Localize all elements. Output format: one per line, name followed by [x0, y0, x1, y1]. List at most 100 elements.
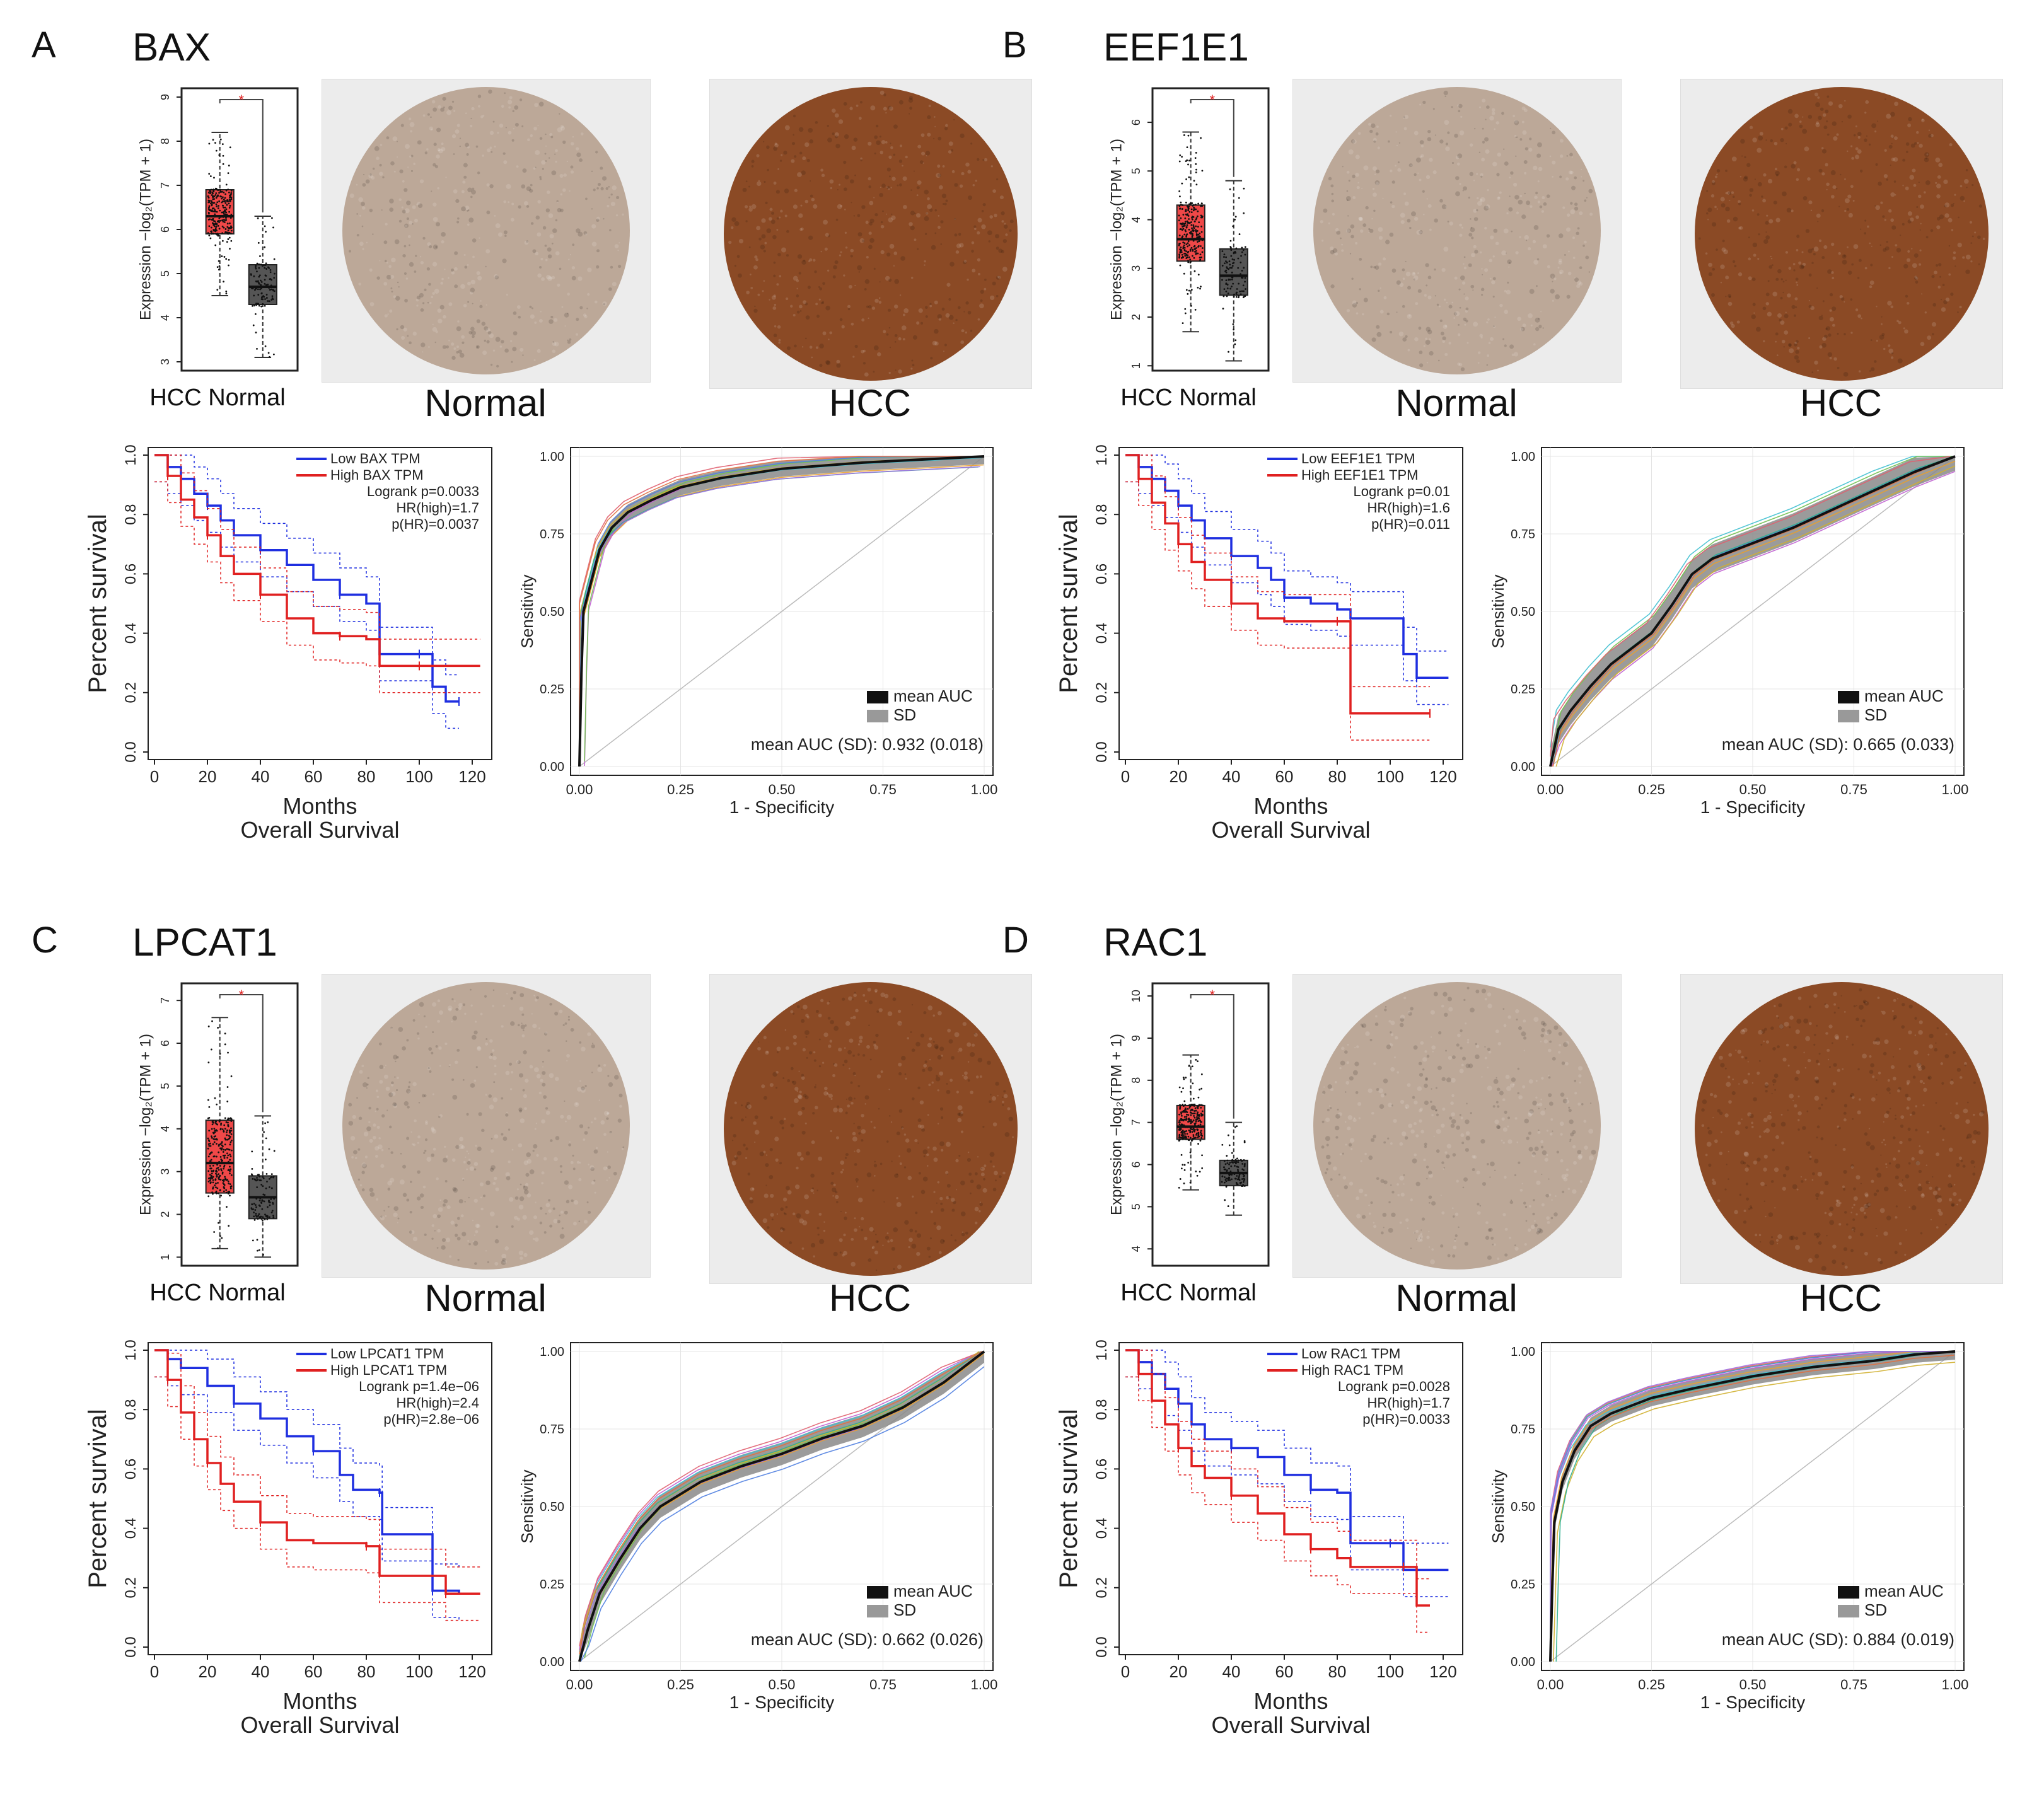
tissue-speck	[1535, 327, 1540, 332]
jitter-point	[270, 288, 272, 291]
tissue-speck	[1414, 216, 1419, 221]
tissue-speck	[369, 1138, 373, 1143]
jitter-point	[227, 172, 229, 175]
tissue-speck	[1525, 1220, 1528, 1222]
tissue-speck	[730, 1116, 733, 1119]
tissue-speck	[555, 1136, 560, 1140]
tissue-speck	[843, 1234, 846, 1237]
tissue-speck	[548, 157, 550, 159]
tissue-speck	[750, 287, 753, 289]
jitter-point	[256, 1177, 258, 1179]
tissue-speck	[910, 1031, 912, 1033]
jitter-point	[1178, 243, 1180, 245]
tissue-speck	[919, 1100, 924, 1105]
tissue-speck	[958, 1112, 963, 1117]
tissue-speck	[498, 232, 503, 237]
tissue-speck	[1521, 106, 1526, 111]
tissue-speck	[1350, 234, 1354, 239]
tissue-speck	[480, 1012, 483, 1015]
tissue-speck	[1459, 233, 1463, 237]
tissue-speck	[1883, 347, 1886, 350]
tissue-speck	[798, 213, 803, 218]
jitter-point	[224, 197, 226, 199]
tissue-speck	[552, 341, 557, 346]
tissue-speck	[786, 297, 789, 301]
tissue-speck	[1720, 282, 1722, 284]
tissue-speck	[566, 1200, 570, 1204]
tissue-speck	[1422, 100, 1426, 104]
tissue-speck	[1857, 132, 1862, 136]
jitter-point	[260, 305, 262, 308]
tissue-speck	[1897, 358, 1903, 364]
tissue-speck	[1711, 293, 1716, 297]
jitter-point	[1185, 230, 1187, 233]
tissue-speck	[828, 338, 830, 340]
tissue-speck	[471, 1034, 477, 1040]
tissue-speck	[1825, 327, 1828, 330]
tissue-speck	[922, 162, 924, 164]
tissue-speck	[929, 303, 932, 305]
tissue-speck	[818, 298, 821, 301]
hcc-tissue-frame	[1680, 79, 2003, 389]
tissue-speck	[412, 223, 414, 225]
tissue-speck	[998, 248, 1003, 253]
tissue-speck	[1751, 314, 1756, 320]
x-tick-label: 120	[1429, 767, 1456, 786]
tissue-speck	[471, 107, 475, 111]
jitter-point	[262, 303, 264, 305]
jitter-point	[215, 1169, 218, 1172]
tissue-speck	[1419, 229, 1423, 234]
tissue-speck	[962, 1022, 967, 1026]
normal-tissue-frame	[1292, 974, 1622, 1278]
tissue-speck	[376, 156, 380, 160]
tissue-speck	[1846, 207, 1850, 211]
jitter-point	[1182, 1105, 1185, 1107]
y-tick-label: 1.00	[1511, 450, 1535, 464]
tissue-speck	[946, 1196, 949, 1200]
jitter-point	[1238, 197, 1240, 199]
tissue-speck	[852, 1054, 855, 1057]
km-ci-upper-high	[1125, 454, 1430, 688]
tissue-speck	[792, 1080, 797, 1085]
tissue-speck	[1864, 219, 1867, 222]
tissue-speck	[363, 173, 365, 176]
tissue-speck	[1564, 254, 1566, 256]
jitter-point	[219, 1235, 221, 1237]
tissue-speck	[790, 1067, 794, 1070]
tissue-speck	[1436, 303, 1439, 306]
tissue-speck	[1835, 187, 1838, 190]
jitter-point	[1197, 241, 1199, 243]
jitter-point	[226, 204, 228, 206]
tissue-speck	[1365, 205, 1369, 210]
tissue-speck	[473, 1030, 478, 1035]
tissue-speck	[827, 1016, 831, 1020]
tissue-speck	[1780, 127, 1784, 130]
jitter-point	[1231, 1152, 1233, 1154]
tissue-speck	[970, 1090, 973, 1094]
tissue-speck	[425, 1120, 428, 1123]
tissue-speck	[1950, 292, 1954, 296]
jitter-point	[224, 1128, 226, 1130]
tissue-speck	[564, 325, 566, 327]
tissue-speck	[996, 246, 999, 250]
tissue-speck	[796, 1005, 800, 1009]
tissue-speck	[488, 90, 492, 94]
tissue-speck	[523, 201, 528, 205]
tissue-speck	[793, 275, 798, 281]
jitter-point	[253, 1212, 255, 1213]
jitter-point	[207, 192, 210, 194]
tissue-speck	[1832, 323, 1835, 327]
tissue-speck	[1423, 214, 1425, 216]
tissue-speck	[880, 1070, 883, 1073]
jitter-point	[224, 1033, 226, 1035]
tissue-speck	[388, 265, 392, 269]
jitter-point	[270, 279, 272, 281]
tissue-speck	[1925, 180, 1931, 185]
tissue-speck	[513, 127, 515, 130]
tissue-speck	[439, 304, 444, 309]
jitter-point	[1234, 216, 1237, 218]
tissue-speck	[1373, 192, 1377, 197]
tissue-speck	[1874, 360, 1877, 363]
jitter-point	[1185, 178, 1187, 180]
tissue-speck	[1851, 263, 1854, 266]
